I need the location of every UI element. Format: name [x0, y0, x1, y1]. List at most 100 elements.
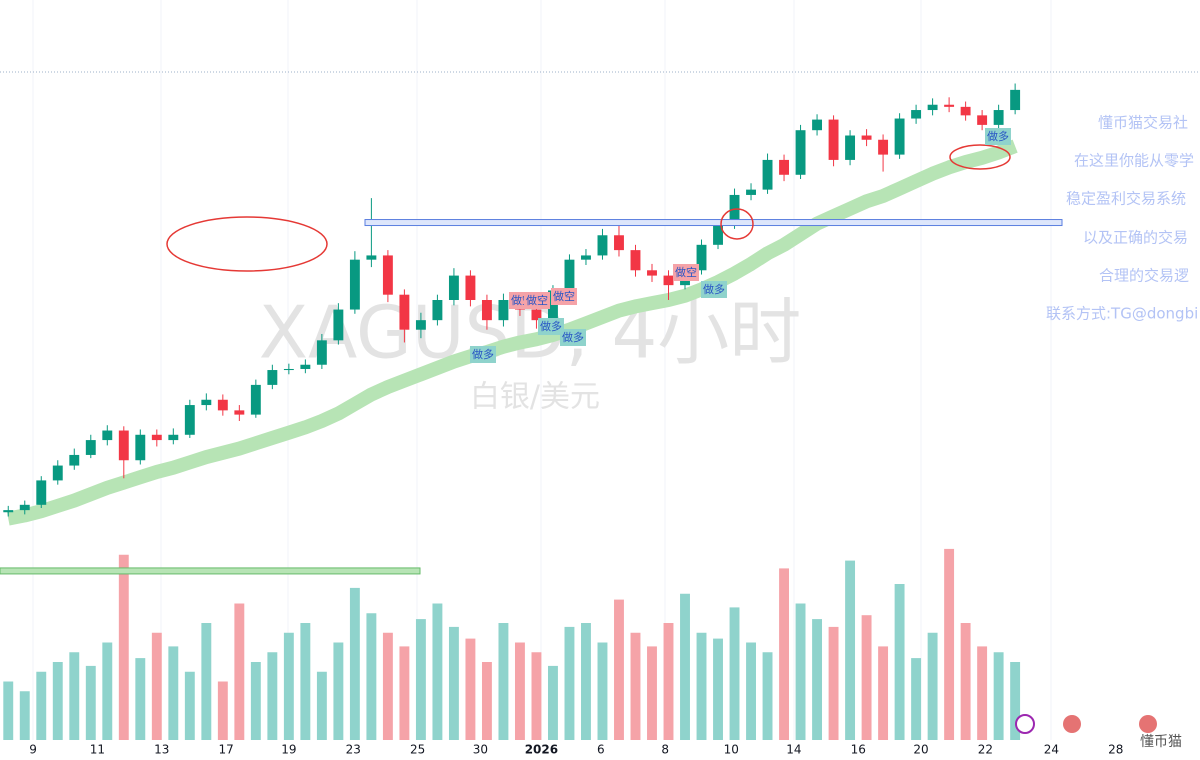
- candle-body: [861, 135, 872, 140]
- signal-label: 做空: [675, 265, 697, 279]
- side-note: 在这里你能从零学: [1074, 152, 1194, 170]
- candle-body: [977, 115, 988, 125]
- candle-body: [382, 255, 393, 295]
- x-tick-label: 28: [1108, 743, 1123, 757]
- volume-bar: [135, 658, 146, 740]
- signal-label: 做多: [987, 129, 1009, 143]
- volume-bar: [680, 593, 690, 740]
- volume-bar: [19, 691, 30, 740]
- ma-band: [6, 139, 1018, 526]
- volume-bar: [217, 681, 228, 740]
- watermark-subtitle: 白银/美元: [470, 380, 600, 415]
- volume-bar: [514, 642, 525, 740]
- footer: 懂币猫: [1140, 734, 1182, 750]
- x-tick-label: 22: [978, 743, 993, 757]
- candle-body: [69, 454, 80, 466]
- volume-level: [0, 567, 421, 575]
- x-tick-label: 17: [218, 743, 233, 757]
- candle-body: [184, 405, 195, 435]
- signal-box: [673, 264, 699, 281]
- candle-body: [960, 106, 971, 116]
- x-tick-label: 19: [281, 743, 296, 757]
- candle-body: [432, 300, 443, 321]
- volume-bar: [432, 603, 443, 740]
- signal-box: [551, 288, 577, 305]
- volume-bar: [52, 662, 63, 740]
- candle-body: [828, 119, 839, 160]
- candle-body: [217, 399, 228, 411]
- volume-bar: [415, 619, 426, 740]
- volume-bar: [696, 632, 707, 740]
- signal-box: [985, 128, 1011, 145]
- candle-body: [36, 480, 47, 505]
- candle-body: [663, 275, 674, 286]
- candle-body: [448, 275, 459, 300]
- candle-body: [168, 434, 179, 441]
- drawing: [720, 208, 754, 240]
- level-line: [364, 219, 1063, 227]
- x-tick-label: 24: [1044, 743, 1059, 757]
- volume-bar: [366, 613, 377, 740]
- candle-body: [713, 224, 723, 245]
- drawing: [166, 216, 328, 272]
- volume-bar: [762, 652, 773, 740]
- candle-body: [19, 504, 30, 511]
- candle-body: [399, 294, 410, 330]
- grid: [32, 0, 1052, 740]
- candle-body: [779, 159, 789, 175]
- volume-bar: [498, 623, 509, 740]
- signals: 做多 做空 做空 做空 做多 做多 做空 做多 做多: [470, 128, 1011, 363]
- volume-bar: [845, 560, 856, 740]
- candle-body: [531, 309, 542, 321]
- candle-body: [250, 384, 261, 415]
- x-tick-label: 10: [724, 743, 739, 757]
- candle-body: [647, 270, 657, 276]
- level-layer: [0, 219, 1063, 575]
- ma-layer: [6, 139, 1018, 526]
- x-tick-label: 25: [410, 743, 425, 757]
- candle-body: [894, 118, 905, 155]
- x-tick-label: 14: [786, 743, 801, 757]
- volume-bar: [663, 623, 674, 740]
- volume-bar: [993, 652, 1004, 740]
- candle-body: [795, 130, 806, 175]
- volume-bar: [630, 632, 641, 740]
- volume-bar: [713, 638, 723, 740]
- volume-bar: [531, 652, 542, 740]
- signal-box: [470, 346, 496, 363]
- volume-bar: [894, 584, 905, 740]
- volume-bar: [168, 646, 179, 740]
- volume-bar: [349, 587, 360, 740]
- candle-body: [151, 434, 162, 441]
- volume-bar: [729, 607, 740, 740]
- volume-bar: [267, 652, 278, 740]
- candle-body: [597, 235, 608, 256]
- signal-label: 做多: [540, 319, 562, 333]
- volume-bar: [911, 658, 922, 740]
- volume-bar: [250, 662, 261, 740]
- candle-body: [564, 259, 575, 291]
- signal-label: 做空: [553, 289, 575, 303]
- volume-bar: [118, 554, 129, 740]
- candle-body: [812, 119, 823, 131]
- x-tick-label: 6: [597, 743, 605, 757]
- candle-body: [102, 430, 113, 441]
- candle-body: [944, 104, 955, 107]
- volume-bar: [746, 642, 756, 740]
- volume-bar: [977, 646, 988, 740]
- volume-bar: [234, 603, 245, 740]
- candle-body: [481, 300, 492, 321]
- candle-body: [548, 290, 558, 321]
- candle-body: [316, 340, 327, 365]
- volume-bar: [812, 619, 823, 740]
- volume-bar: [316, 671, 327, 740]
- volume-bar: [779, 568, 789, 740]
- volume-layer: [3, 548, 1021, 740]
- candle-body: [333, 309, 344, 341]
- volume-bar: [548, 665, 558, 740]
- signal-label: 做多: [472, 347, 494, 361]
- signal-box: [701, 281, 727, 298]
- volume-bar: [69, 652, 80, 740]
- candle-body: [201, 399, 212, 406]
- candle-body: [630, 250, 641, 271]
